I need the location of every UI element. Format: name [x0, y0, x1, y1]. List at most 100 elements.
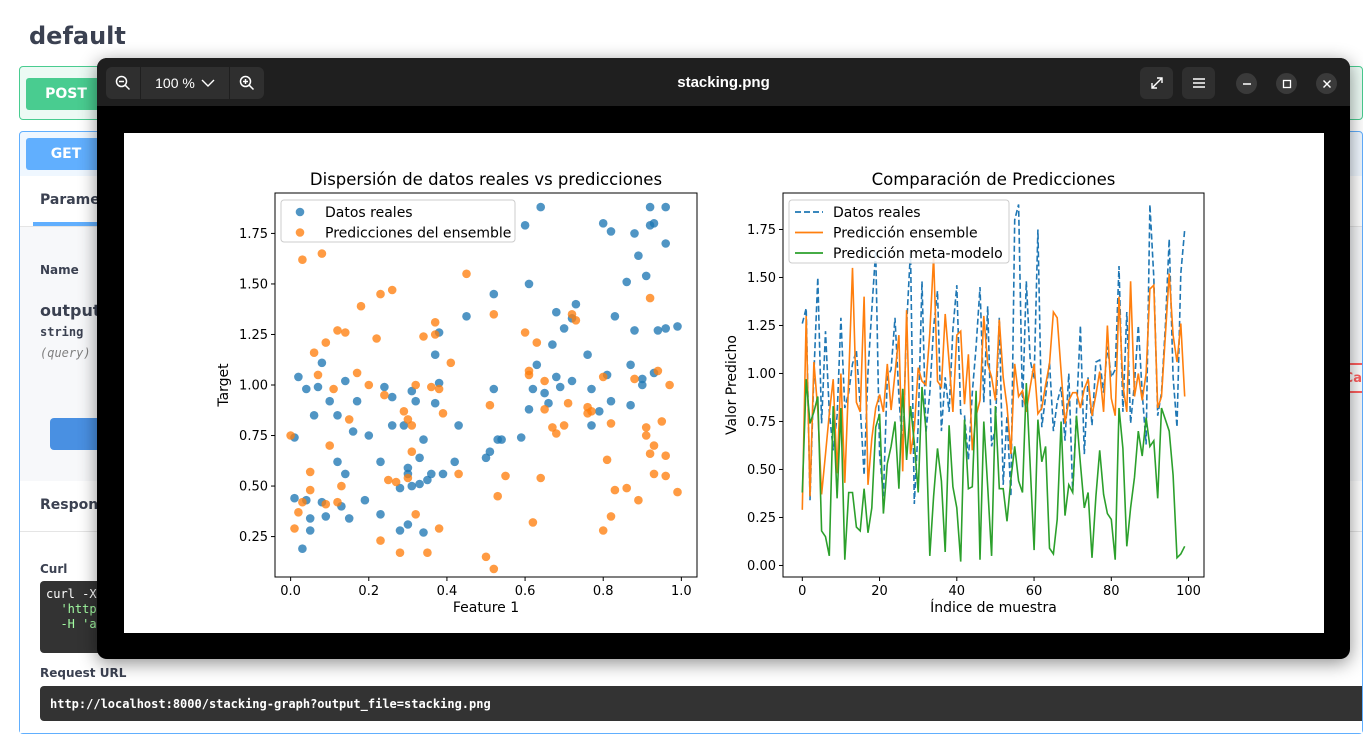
scatter-point-real	[649, 219, 659, 228]
scatter-point-real	[489, 289, 499, 299]
axes-frame	[782, 192, 1205, 578]
x-tick-label: 1.0	[671, 584, 692, 599]
scatter-point-real	[305, 514, 315, 523]
scatter-point-real	[333, 457, 342, 467]
maximize-button[interactable]	[1276, 73, 1297, 94]
scatter-point-real	[661, 324, 670, 333]
y-tick-label: 0.50	[747, 463, 776, 478]
scatter-point-ensemble	[673, 487, 682, 497]
param-type: string	[40, 325, 84, 339]
scatter-point-real	[540, 388, 549, 398]
scatter-point-ensemble	[665, 380, 674, 390]
scatter-point-real	[352, 396, 362, 406]
scatter-point-real	[610, 312, 620, 321]
zoom-level-dropdown[interactable]: 100 %	[140, 67, 230, 99]
scatter-point-real	[587, 384, 596, 394]
scatter-point-ensemble	[634, 495, 643, 505]
x-axis-label: Feature 1	[453, 600, 519, 616]
request-url-label: Request URL	[40, 666, 127, 680]
scatter-point-ensemble	[407, 421, 417, 430]
scatter-point-real	[341, 469, 350, 479]
scatter-point-ensemble	[653, 366, 663, 376]
tab-parameters[interactable]: Paramet	[40, 192, 107, 208]
param-column-name: Name	[40, 263, 79, 277]
scatter-point-ensemble	[540, 405, 549, 414]
minimize-icon	[1242, 82, 1251, 85]
scatter-point-ensemble	[649, 469, 659, 479]
scatter-point-ensemble	[563, 398, 573, 408]
scatter-point-ensemble	[438, 409, 448, 418]
minimize-button[interactable]	[1236, 73, 1257, 94]
scatter-point-ensemble	[434, 524, 444, 533]
y-tick-label: 0.75	[239, 429, 268, 444]
scatter-point-real	[528, 384, 538, 394]
scatter-point-real	[419, 528, 428, 537]
scatter-point-ensemble	[376, 536, 385, 545]
scatter-point-real	[430, 350, 440, 359]
scatter-point-ensemble	[528, 518, 538, 527]
fullscreen-button[interactable]	[1140, 67, 1173, 99]
scatter-point-ensemble	[661, 451, 670, 461]
fullscreen-icon	[1150, 77, 1163, 89]
scatter-point-real	[645, 202, 655, 212]
scatter-point-real	[438, 469, 448, 479]
scatter-point-ensemble	[333, 497, 342, 507]
responses-label: Respons	[40, 497, 107, 513]
scatter-point-real	[552, 372, 561, 382]
scatter-point-real	[411, 396, 421, 406]
x-tick-label: 60	[1026, 584, 1043, 599]
x-tick-label: 0.2	[358, 584, 379, 599]
section-title[interactable]: default	[29, 22, 126, 50]
method-badge-get[interactable]: GET	[26, 138, 106, 170]
legend-box	[788, 199, 1010, 264]
image-canvas: Datos reales Predicciones del ensemble 0.0…	[124, 133, 1324, 633]
close-button[interactable]	[1316, 73, 1337, 94]
scatter-point-ensemble	[645, 293, 655, 303]
scatter-point-real	[427, 469, 436, 479]
legend: Datos reales Predicción ensemble Predicció…	[788, 199, 1010, 264]
scatter-point-ensemble	[329, 384, 338, 394]
series-line-meta	[801, 379, 1186, 562]
scatter-point-ensemble	[341, 328, 350, 337]
scatter-point-ensemble	[485, 400, 495, 410]
scatter-point-real	[403, 463, 413, 473]
scatter-point-real	[302, 384, 311, 394]
y-tick-label: 1.50	[747, 271, 776, 286]
menu-button[interactable]	[1182, 67, 1215, 99]
scatter-point-real	[626, 400, 635, 410]
close-icon	[1322, 79, 1331, 88]
x-tick-label: 0	[798, 584, 806, 599]
scatter-point-real	[661, 202, 670, 212]
scatter-point-real	[485, 447, 495, 457]
scatter-point-ensemble	[489, 564, 499, 574]
zoom-out-button[interactable]	[106, 67, 140, 99]
scatter-point-real	[380, 382, 389, 392]
scatter-point-ensemble	[532, 338, 542, 347]
scatter-point-ensemble	[661, 471, 670, 481]
scatter-point-ensemble	[606, 512, 616, 521]
scatter-point-ensemble	[536, 473, 545, 483]
scatter-point-ensemble	[540, 376, 549, 386]
legend-entry: Predicciones del ensemble	[325, 226, 511, 242]
scatter-point-real	[555, 382, 565, 392]
scatter-point-ensemble	[446, 358, 456, 368]
scatter-point-real	[641, 271, 651, 281]
x-tick-label: 80	[1103, 584, 1120, 599]
scatter-point-ensemble	[305, 485, 315, 495]
scatter-point-real	[606, 396, 616, 406]
scatter-point-real	[548, 340, 557, 349]
scatter-point-real	[430, 398, 440, 408]
x-tick-label: 20	[871, 584, 888, 599]
scatter-point-ensemble	[317, 249, 327, 258]
method-badge-post[interactable]: POST	[26, 78, 106, 110]
scatter-point-ensemble	[430, 318, 440, 327]
y-tick-label: 0.75	[747, 415, 776, 430]
scatter-point-ensemble	[321, 499, 331, 509]
scatter-point-real	[341, 376, 350, 386]
request-url[interactable]: http://localhost:8000/stacking-graph?out…	[40, 686, 1362, 721]
scatter-point-ensemble	[454, 469, 463, 479]
zoom-in-button[interactable]	[230, 67, 264, 99]
x-tick-label: 100	[1176, 584, 1201, 599]
scatter-point-ensemble	[309, 348, 319, 357]
scatter-point-real	[309, 411, 319, 420]
